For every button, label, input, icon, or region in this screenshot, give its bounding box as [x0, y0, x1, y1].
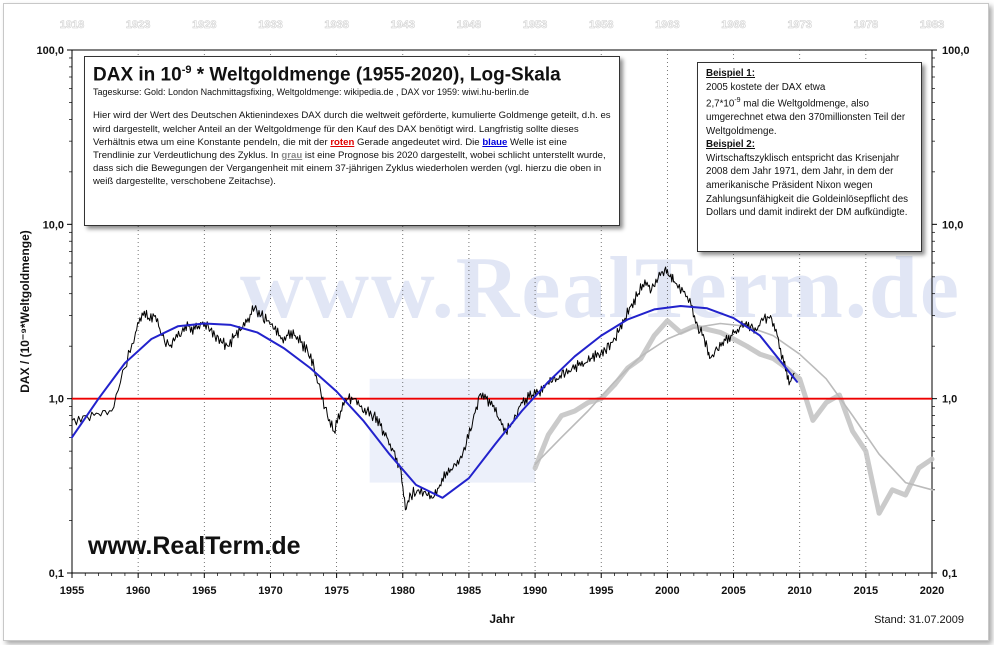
top-axis-label: 1923	[126, 19, 150, 31]
example1-text: 2005 kostete der DAX etwa 2,7*10-9 mal di…	[706, 81, 906, 137]
x-tick-label: 2005	[721, 585, 745, 597]
x-tick-label: 1990	[523, 585, 547, 597]
top-axis-label: 1948	[457, 19, 481, 31]
x-axis-label: Jahr	[489, 612, 515, 626]
title-box: DAX in 10-9 * Weltgoldmenge (1955-2020),…	[84, 56, 620, 226]
x-tick-label: 1985	[457, 585, 481, 597]
x-tick-label: 1970	[258, 585, 282, 597]
example2-title: Beispiel 2:	[706, 139, 756, 151]
top-axis-label: 1928	[192, 19, 216, 31]
top-axis-label: 1958	[589, 19, 613, 31]
x-tick-label: 2015	[854, 585, 878, 597]
example2-text: Wirtschaftszyklisch entspricht das Krise…	[706, 152, 909, 219]
x-tick-label: 2010	[787, 585, 811, 597]
background-shade	[369, 378, 536, 483]
top-axis-label: 1933	[258, 19, 282, 31]
background-watermark: www.RealTerm.de	[240, 240, 961, 337]
x-tick-label: 1955	[60, 585, 84, 597]
chart-title: DAX in 10-9 * Weltgoldmenge (1955-2020),…	[93, 64, 561, 86]
forecast-thick-line	[532, 318, 935, 516]
trend-wave-line	[71, 305, 798, 499]
website-label: www.RealTerm.de	[88, 532, 301, 560]
x-tick-label: 2020	[920, 585, 944, 597]
x-tick-label: 1980	[391, 585, 415, 597]
example-box: Beispiel 1: 2005 kostete der DAX etwa 2,7…	[697, 62, 922, 252]
top-axis-label: 1953	[523, 19, 547, 31]
y-tick-label-right: 0,1	[942, 568, 957, 580]
top-axis-label: 1918	[60, 19, 84, 31]
x-tick-label: 1965	[192, 585, 216, 597]
y-tick-label-left: 0,1	[49, 568, 64, 580]
y-axis-label: DAX / (10⁻⁹*Weltgoldmenge)	[18, 230, 32, 393]
top-axis-label: 1963	[655, 19, 679, 31]
keyword-blue: blaue	[482, 136, 508, 148]
top-axis-label: 1978	[854, 19, 878, 31]
keyword-grey: grau	[281, 149, 303, 161]
top-axis-label: 1938	[324, 19, 348, 31]
y-tick-label-left: 10,0	[43, 219, 64, 231]
x-tick-label: 1975	[324, 585, 348, 597]
x-tick-label: 1995	[589, 585, 613, 597]
x-tick-label: 2000	[655, 585, 679, 597]
top-axis-label: 1983	[920, 19, 944, 31]
top-axis-label: 1973	[787, 19, 811, 31]
y-tick-label-left: 1,0	[49, 394, 64, 406]
description-text: Hier wird der Wert des Deutschen Aktieni…	[93, 110, 611, 188]
stand-date: Stand: 31.07.2009	[874, 614, 964, 626]
dax-line	[71, 266, 795, 511]
x-tick-label: 1960	[126, 585, 150, 597]
plot-area	[71, 49, 933, 574]
y-tick-label-left: 100,0	[36, 45, 64, 57]
y-tick-label-right: 10,0	[942, 219, 963, 231]
forecast-trend-line	[534, 322, 933, 491]
y-tick-label-right: 1,0	[942, 394, 957, 406]
y-tick-label-right: 100,0	[942, 45, 970, 57]
keyword-red: roten	[330, 136, 355, 148]
example1-title: Beispiel 1:	[706, 68, 756, 79]
sources-note: Tageskurse: Gold: London Nachmittagsfixi…	[93, 87, 530, 98]
top-axis-label: 1943	[391, 19, 415, 31]
top-axis-label: 1968	[721, 19, 745, 31]
